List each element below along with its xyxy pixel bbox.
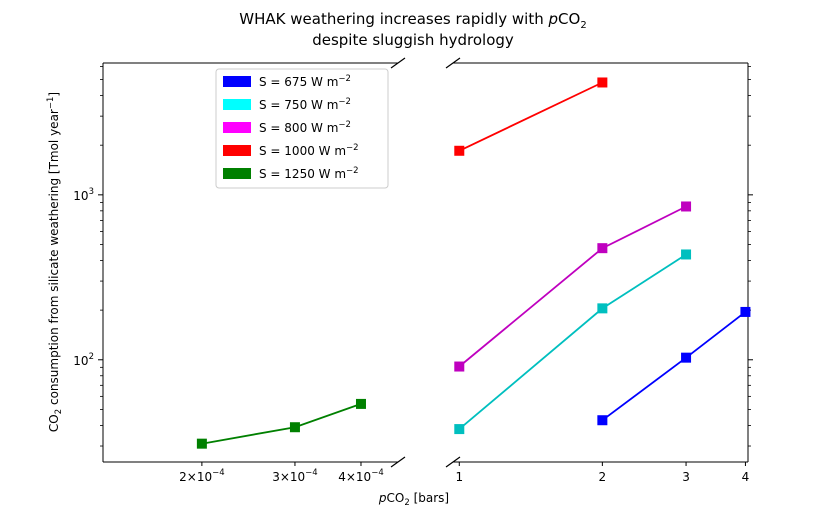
y-tick-label-100: 102 bbox=[73, 352, 94, 368]
legend-entry-750: S = 750 W m−2 bbox=[223, 97, 351, 112]
legend-swatch bbox=[223, 99, 251, 110]
x-ticks-left bbox=[201, 462, 362, 466]
axis-break-marks bbox=[390, 57, 461, 468]
series-marker-0-1 bbox=[681, 352, 692, 363]
series-line-1 bbox=[458, 253, 687, 430]
legend-label: S = 1000 W m−2 bbox=[259, 143, 359, 158]
x-tick-label-2e-4: 2×10−4 bbox=[179, 468, 225, 484]
series-line-4 bbox=[201, 403, 362, 445]
break-mark-bottom-right bbox=[445, 456, 461, 468]
series-marker-4-0 bbox=[196, 438, 207, 449]
legend-swatch bbox=[223, 76, 251, 87]
series-marker-0-2 bbox=[740, 306, 751, 317]
legend-label: S = 750 W m−2 bbox=[259, 97, 351, 112]
chart-title-line1: WHAK weathering increases rapidly with p… bbox=[239, 10, 586, 31]
legend: S = 675 W m−2 S = 750 W m−2 S = 800 W m−… bbox=[215, 68, 389, 189]
break-mark-top-right bbox=[445, 57, 461, 69]
x-tick-label-3: 3 bbox=[682, 470, 690, 484]
legend-entry-1250: S = 1250 W m−2 bbox=[223, 166, 359, 181]
series-marker-0-0 bbox=[597, 415, 608, 426]
series-marker-1-2 bbox=[681, 249, 692, 260]
series-line-0 bbox=[601, 311, 746, 421]
break-mark-bottom-left bbox=[390, 456, 406, 468]
legend-label: S = 1250 W m−2 bbox=[259, 166, 359, 181]
break-mark-top-left bbox=[390, 57, 406, 69]
legend-frame bbox=[215, 68, 389, 189]
series-marker-2-2 bbox=[681, 201, 692, 212]
y-ticks-left bbox=[98, 66, 103, 447]
right-panel bbox=[453, 62, 749, 463]
legend-entry-800: S = 800 W m−2 bbox=[223, 120, 351, 135]
legend-label: S = 800 W m−2 bbox=[259, 120, 351, 135]
x-tick-label-1: 1 bbox=[455, 470, 463, 484]
series-marker-3-1 bbox=[597, 77, 608, 88]
legend-label: S = 675 W m−2 bbox=[259, 74, 351, 89]
y-tick-label-1000: 103 bbox=[73, 187, 94, 203]
y-ticks-right bbox=[748, 66, 753, 447]
chart-title-line2: despite sluggish hydrology bbox=[312, 31, 514, 49]
x-axis-label: pCO2 [bars] bbox=[378, 491, 449, 508]
legend-swatch bbox=[223, 122, 251, 133]
y-axis-label: CO2 consumption from silicate weathering… bbox=[46, 92, 64, 432]
series-marker-3-0 bbox=[454, 145, 465, 156]
x-tick-label-2: 2 bbox=[599, 470, 607, 484]
series-marker-2-1 bbox=[597, 243, 608, 254]
series-layer bbox=[196, 77, 751, 449]
series-marker-4-2 bbox=[355, 398, 366, 409]
x-ticks-right bbox=[458, 462, 746, 466]
series-line-3 bbox=[458, 81, 603, 152]
series-marker-1-1 bbox=[597, 303, 608, 314]
legend-swatch bbox=[223, 168, 251, 179]
x-tick-label-4e-4: 4×10−4 bbox=[338, 468, 384, 484]
series-marker-1-0 bbox=[454, 424, 465, 435]
series-marker-4-1 bbox=[289, 422, 300, 433]
x-tick-label-3e-4: 3×10−4 bbox=[272, 468, 318, 484]
x-tick-label-4: 4 bbox=[742, 470, 750, 484]
legend-entry-675: S = 675 W m−2 bbox=[223, 74, 351, 89]
series-line-2 bbox=[458, 205, 687, 368]
legend-swatch bbox=[223, 145, 251, 156]
left-panel bbox=[102, 62, 398, 463]
series-marker-2-0 bbox=[454, 361, 465, 372]
legend-entry-1000: S = 1000 W m−2 bbox=[223, 143, 359, 158]
